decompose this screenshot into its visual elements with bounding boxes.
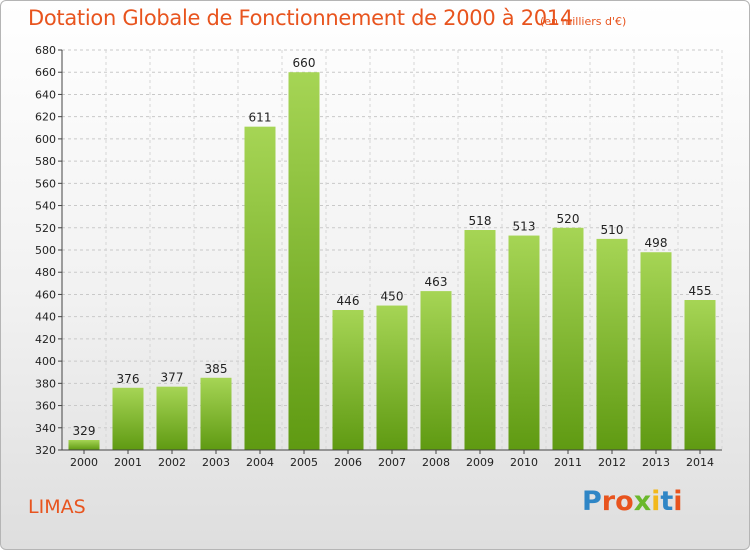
logo-letter: t xyxy=(660,486,674,517)
bar-2003 xyxy=(200,377,232,450)
y-tick-label: 320 xyxy=(35,444,56,457)
bar-2010 xyxy=(508,235,540,450)
axes: 320 340 360 380 400 420 440 460 480 500 520 540 560 5… xyxy=(35,44,722,469)
value-label-2011: 520 xyxy=(557,212,580,226)
chart-subtitle: (en milliers d'€) xyxy=(540,15,627,28)
bar-2004 xyxy=(244,126,276,451)
y-tick-label: 540 xyxy=(35,200,56,213)
value-label-2002: 377 xyxy=(161,371,184,385)
logo-letter: P xyxy=(582,486,602,517)
place-name: LIMAS xyxy=(28,496,86,518)
x-tick-label-2013: 2013 xyxy=(642,456,670,469)
bar-2002 xyxy=(156,386,188,450)
logo-letter: i xyxy=(651,486,661,517)
x-tick-label-2008: 2008 xyxy=(422,456,450,469)
logo-letter: x xyxy=(633,486,652,517)
y-tick-label: 600 xyxy=(35,133,56,146)
x-tick-label-2011: 2011 xyxy=(554,456,582,469)
logo-letter: i xyxy=(673,486,683,517)
bar-2008 xyxy=(420,291,452,450)
logo-letter: r xyxy=(601,486,616,517)
x-tick-label-2003: 2003 xyxy=(202,456,230,469)
y-tick-label: 500 xyxy=(35,244,56,257)
proxiti-logo: Proxiti xyxy=(582,486,683,517)
y-tick-label: 640 xyxy=(35,88,56,101)
y-tick-label: 520 xyxy=(35,222,56,235)
bar-2007 xyxy=(376,305,408,450)
logo-letter: o xyxy=(615,486,634,517)
value-label-2014: 455 xyxy=(689,284,712,298)
y-tick-label: 420 xyxy=(35,333,56,346)
y-tick-label: 380 xyxy=(35,377,56,390)
x-tick-label-2000: 2000 xyxy=(70,456,98,469)
value-label-2008: 463 xyxy=(425,275,448,289)
bar-2009 xyxy=(464,230,496,450)
x-tick-label-2010: 2010 xyxy=(510,456,538,469)
value-label-2012: 510 xyxy=(601,223,624,237)
x-tick-label-2014: 2014 xyxy=(686,456,714,469)
value-label-2004: 611 xyxy=(249,111,272,125)
y-tick-label: 580 xyxy=(35,155,56,168)
bar-2000 xyxy=(68,440,100,450)
y-tick-label: 660 xyxy=(35,66,56,79)
y-tick-label: 620 xyxy=(35,111,56,124)
x-tick-label-2007: 2007 xyxy=(378,456,406,469)
bar-2012 xyxy=(596,238,628,450)
x-tick-label-2005: 2005 xyxy=(290,456,318,469)
value-label-2007: 450 xyxy=(381,290,404,304)
value-label-2009: 518 xyxy=(469,214,492,228)
y-tick-label: 680 xyxy=(35,44,56,57)
bar-2006 xyxy=(332,310,364,450)
y-tick-label: 360 xyxy=(35,400,56,413)
bars xyxy=(68,72,716,451)
x-tick-label-2006: 2006 xyxy=(334,456,362,469)
chart-title: Dotation Globale de Fonctionnement de 20… xyxy=(28,6,573,30)
value-label-2013: 498 xyxy=(645,236,668,250)
value-label-2005: 660 xyxy=(293,56,316,70)
y-tick-label: 400 xyxy=(35,355,56,368)
x-tick-label-2012: 2012 xyxy=(598,456,626,469)
bar-2011 xyxy=(552,227,584,450)
y-tick-label: 460 xyxy=(35,288,56,301)
bar-2005 xyxy=(288,72,320,450)
y-tick-label: 560 xyxy=(35,177,56,190)
value-label-2000: 329 xyxy=(73,424,96,438)
value-label-2003: 385 xyxy=(205,362,228,376)
bar-2014 xyxy=(684,300,716,450)
bar-2001 xyxy=(112,387,144,450)
x-tick-label-2004: 2004 xyxy=(246,456,274,469)
value-label-2006: 446 xyxy=(337,294,360,308)
value-label-2010: 513 xyxy=(513,220,536,234)
y-tick-label: 440 xyxy=(35,311,56,324)
bar-2013 xyxy=(640,252,672,450)
y-tick-label: 340 xyxy=(35,422,56,435)
value-label-2001: 376 xyxy=(117,372,140,386)
x-tick-label-2001: 2001 xyxy=(114,456,142,469)
x-tick-label-2009: 2009 xyxy=(466,456,494,469)
labels: 329 376 377 385 611 660 446 450 463 518 513 520 510 4… xyxy=(73,56,712,438)
y-tick-label: 480 xyxy=(35,266,56,279)
x-tick-label-2002: 2002 xyxy=(158,456,186,469)
